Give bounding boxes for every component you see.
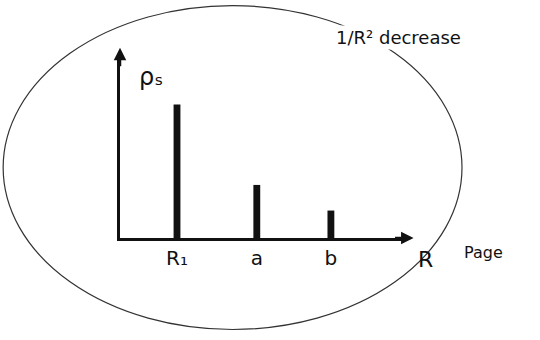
svg-text:1/R² decrease: 1/R² decrease bbox=[336, 27, 461, 48]
svg-text:Page: Page bbox=[464, 243, 503, 262]
svg-text:ρₛ: ρₛ bbox=[139, 63, 163, 91]
svg-text:a: a bbox=[251, 246, 263, 270]
svg-text:b: b bbox=[325, 246, 338, 270]
svg-text:R: R bbox=[418, 247, 433, 272]
svg-text:R₁: R₁ bbox=[166, 246, 188, 270]
